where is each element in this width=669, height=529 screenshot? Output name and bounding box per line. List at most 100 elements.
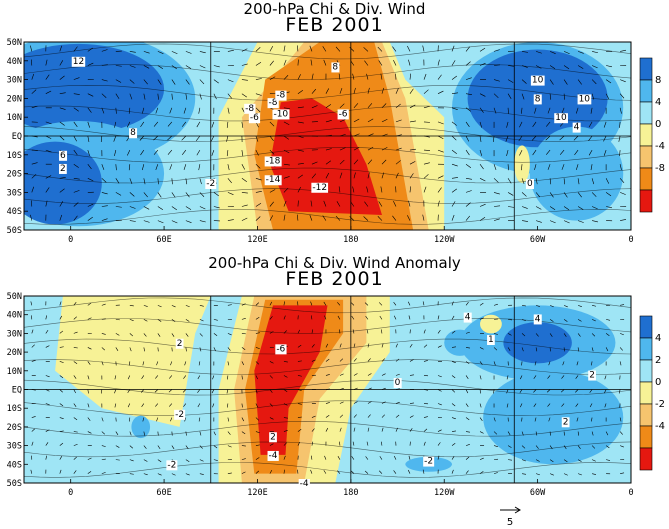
wind-arrow bbox=[114, 389, 117, 394]
wind-arrow bbox=[575, 403, 579, 407]
wind-arrow bbox=[380, 186, 383, 193]
colorbar-segment bbox=[639, 123, 653, 147]
wind-arrow bbox=[479, 93, 486, 97]
wind-arrow bbox=[59, 121, 65, 126]
wind-arrow bbox=[409, 186, 411, 193]
wind-arrow bbox=[211, 389, 215, 394]
wind-arrow bbox=[393, 455, 397, 460]
wind-arrow bbox=[535, 178, 538, 185]
wind-arrow bbox=[465, 149, 470, 156]
contour-label: 10 bbox=[579, 94, 591, 104]
wind-arrow bbox=[479, 317, 484, 320]
wind-arrow bbox=[423, 89, 429, 94]
wind-arrow bbox=[619, 164, 622, 171]
wind-arrow bbox=[255, 431, 260, 434]
wind-arrow bbox=[563, 319, 568, 322]
wind-arrow bbox=[423, 360, 428, 362]
wind-arrow bbox=[479, 471, 484, 474]
contour-label: 4 bbox=[535, 314, 541, 324]
wind-arrow bbox=[199, 178, 202, 185]
wind-arrow bbox=[409, 161, 416, 165]
wind-arrow bbox=[521, 65, 528, 68]
wind-arrow bbox=[198, 417, 201, 422]
wind-arrow bbox=[140, 121, 145, 128]
wind-arrow bbox=[549, 220, 556, 224]
wind-arrow bbox=[101, 303, 106, 306]
wind-arrow bbox=[157, 459, 162, 463]
wind-arrow bbox=[255, 457, 260, 460]
wind-arrow bbox=[185, 178, 188, 185]
contour-line bbox=[24, 105, 631, 122]
wind-arrow bbox=[297, 163, 304, 165]
wind-arrow bbox=[269, 316, 273, 320]
wind-arrow bbox=[521, 93, 525, 100]
wind-arrow bbox=[591, 417, 593, 422]
wind-arrow bbox=[185, 192, 190, 198]
wind-arrow bbox=[353, 103, 359, 108]
wind-arrow bbox=[575, 107, 579, 114]
wind-arrow bbox=[409, 402, 414, 404]
contour-label-bg bbox=[166, 460, 178, 471]
wind-arrow bbox=[506, 403, 509, 408]
wind-arrow bbox=[479, 47, 486, 52]
wind-arrow bbox=[339, 401, 344, 404]
wind-arrow bbox=[349, 47, 355, 52]
wind-arrow bbox=[532, 149, 537, 156]
wind-arrow bbox=[227, 333, 232, 336]
wind-arrow bbox=[437, 315, 440, 320]
y-tick-label: 40S bbox=[7, 207, 22, 217]
wind-arrow bbox=[31, 105, 38, 109]
wind-arrow bbox=[115, 319, 120, 321]
wind-arrow bbox=[31, 441, 34, 446]
wind-arrow bbox=[395, 103, 401, 109]
wind-arrow bbox=[169, 403, 173, 407]
wind-arrow bbox=[465, 178, 472, 180]
contour-label: -18 bbox=[266, 156, 281, 166]
reference-arrow-head bbox=[514, 506, 521, 514]
wind-arrow bbox=[521, 459, 526, 462]
wind-arrow bbox=[591, 333, 596, 337]
wind-arrow bbox=[535, 206, 542, 210]
wind-arrow bbox=[226, 135, 229, 142]
contour-label-bg bbox=[272, 109, 290, 120]
wind-arrow bbox=[535, 459, 540, 462]
wind-arrow bbox=[547, 403, 551, 407]
wind-arrow bbox=[437, 455, 440, 460]
wind-arrow bbox=[437, 187, 442, 193]
wind-arrow bbox=[563, 79, 568, 85]
wind-arrow bbox=[185, 445, 189, 449]
wind-arrow bbox=[101, 79, 108, 82]
wind-arrow bbox=[196, 149, 201, 156]
wind-arrow bbox=[479, 361, 483, 365]
wind-arrow bbox=[45, 345, 50, 348]
wind-arrow bbox=[255, 203, 262, 207]
contour-line bbox=[24, 84, 631, 101]
wind-arrow bbox=[311, 329, 314, 334]
wind-arrow bbox=[423, 428, 428, 432]
wind-arrow bbox=[153, 135, 159, 141]
wind-arrow bbox=[59, 469, 62, 474]
wind-arrow bbox=[127, 403, 131, 408]
wind-arrow bbox=[325, 402, 330, 404]
wind-arrow bbox=[493, 417, 496, 422]
y-tick-label: 30S bbox=[7, 442, 22, 452]
wind-arrow bbox=[507, 333, 512, 336]
wind-arrow bbox=[563, 305, 568, 308]
wind-arrow bbox=[324, 315, 327, 320]
wind-arrow bbox=[269, 417, 274, 420]
contour-line bbox=[24, 208, 631, 225]
wind-arrow bbox=[241, 164, 246, 170]
wind-arrow bbox=[156, 361, 159, 366]
wind-arrow bbox=[59, 430, 64, 432]
wind-arrow bbox=[213, 347, 216, 352]
wind-arrow bbox=[129, 333, 134, 337]
contour-label: 4 bbox=[465, 313, 471, 323]
wind-arrow bbox=[183, 107, 187, 114]
wind-arrow bbox=[87, 150, 90, 156]
wind-arrow bbox=[283, 361, 288, 363]
wind-arrow bbox=[171, 93, 173, 100]
wind-arrow bbox=[101, 472, 106, 474]
wind-arrow bbox=[381, 401, 386, 404]
wind-arrow bbox=[591, 178, 595, 185]
wind-arrow bbox=[563, 459, 568, 463]
